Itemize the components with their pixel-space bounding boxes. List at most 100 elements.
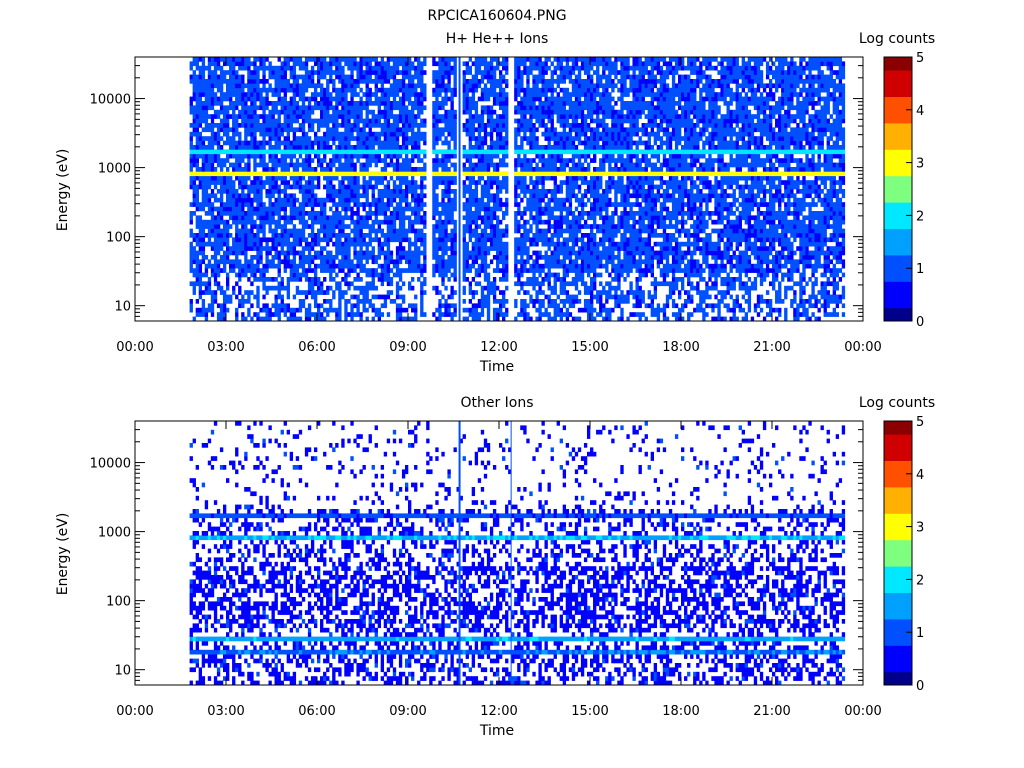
heatmap-cell xyxy=(438,290,442,295)
heatmap-cell xyxy=(705,303,709,309)
heatmap-cell xyxy=(781,299,785,304)
heatmap-cell xyxy=(232,184,236,190)
heatmap-cell xyxy=(653,250,658,256)
heatmap-cell xyxy=(320,268,324,273)
heatmap-cell xyxy=(720,180,724,185)
heatmap-cell xyxy=(329,180,333,185)
heatmap-cell xyxy=(614,255,618,260)
heatmap-cell xyxy=(756,211,761,216)
heatmap-cell xyxy=(244,237,248,243)
heatmap-cell xyxy=(553,290,557,295)
heatmap-cell xyxy=(235,215,239,221)
heatmap-cell xyxy=(702,215,706,221)
heatmap-cell xyxy=(341,193,345,199)
heatmap-cell xyxy=(480,255,485,260)
heatmap-cell xyxy=(541,241,545,247)
heatmap-cell xyxy=(605,228,609,234)
heatmap-cell xyxy=(465,241,469,247)
heatmap-cell xyxy=(835,228,840,234)
heatmap-cell xyxy=(784,255,788,260)
heatmap-cell xyxy=(580,246,585,251)
heatmap-cell xyxy=(280,228,284,234)
heatmap-cell xyxy=(395,189,400,194)
heatmap-cell xyxy=(802,228,806,234)
heatmap-cell xyxy=(414,303,418,309)
heatmap-cell xyxy=(368,237,372,243)
heatmap-cell xyxy=(741,259,745,265)
heatmap-cell xyxy=(729,211,733,216)
heatmap-cell xyxy=(705,184,709,190)
heatmap-cell xyxy=(535,277,539,282)
heatmap-cell xyxy=(462,285,466,291)
heatmap-cell xyxy=(235,263,239,269)
heatmap-cell xyxy=(274,263,278,269)
heatmap-cell xyxy=(805,312,809,317)
heatmap-cell xyxy=(222,219,227,225)
heatmap-cell xyxy=(644,263,648,269)
heatmap-cell xyxy=(377,175,381,181)
heatmap-cell xyxy=(283,189,287,194)
heatmap-cell xyxy=(687,259,691,265)
heatmap-cell xyxy=(411,277,415,282)
heatmap-cell xyxy=(235,197,239,203)
heatmap-cell xyxy=(192,250,196,256)
heatmap-cell xyxy=(705,250,709,256)
heatmap-cell xyxy=(732,224,736,229)
heatmap-cell xyxy=(599,202,603,207)
heatmap-cell xyxy=(553,228,557,234)
heatmap-cell xyxy=(638,224,642,229)
heatmap-cell xyxy=(626,246,630,251)
heatmap-cell xyxy=(762,250,767,256)
heatmap-cell xyxy=(759,277,764,282)
heatmap-cell xyxy=(353,228,357,234)
heatmap-cell xyxy=(614,211,618,216)
heatmap-cell xyxy=(244,241,248,247)
heatmap-cell xyxy=(210,303,215,309)
heatmap-cell xyxy=(271,180,275,185)
heatmap-cell xyxy=(417,193,421,199)
heatmap-cell xyxy=(562,277,567,282)
heatmap-cell xyxy=(310,215,315,221)
heatmap-cell xyxy=(756,299,761,304)
heatmap-cell xyxy=(741,233,745,238)
heatmap-cell xyxy=(729,268,733,273)
heatmap-cell xyxy=(304,189,309,194)
heatmap-cell xyxy=(547,246,551,251)
heatmap-cell xyxy=(495,189,500,194)
heatmap-cell xyxy=(201,303,206,309)
heatmap-cell xyxy=(420,193,424,199)
heatmap-cell xyxy=(335,312,339,317)
heatmap-cell xyxy=(586,215,591,221)
heatmap-cell xyxy=(784,246,788,251)
heatmap-cell xyxy=(665,193,670,199)
heatmap-cell xyxy=(326,197,330,203)
heatmap-cell xyxy=(207,277,212,282)
heatmap-cell xyxy=(213,180,218,185)
heatmap-cell xyxy=(723,206,727,212)
heatmap-cell xyxy=(778,259,782,265)
heatmap-cell xyxy=(280,241,284,247)
heatmap-cell xyxy=(435,237,439,243)
heatmap-cell xyxy=(659,211,664,216)
heatmap-cell xyxy=(541,303,545,309)
heatmap-cell xyxy=(532,184,536,190)
heatmap-cell xyxy=(247,219,251,225)
heatmap-cell xyxy=(732,237,736,243)
heatmap-cell xyxy=(711,255,715,260)
heatmap-cell xyxy=(705,294,709,300)
heatmap-cell xyxy=(793,215,797,221)
heatmap-cell xyxy=(471,193,476,199)
heatmap-cell xyxy=(420,290,424,295)
heatmap-cell xyxy=(693,211,697,216)
heatmap-cell xyxy=(395,211,400,216)
heatmap-cell xyxy=(365,197,369,203)
heatmap-cell xyxy=(711,263,715,269)
heatmap-cell xyxy=(586,303,591,309)
heatmap-cell xyxy=(447,193,451,199)
heatmap-cell xyxy=(541,312,545,317)
heatmap-cell xyxy=(523,303,527,309)
heatmap-cell xyxy=(226,189,230,194)
heatmap-cell xyxy=(538,219,542,225)
heatmap-cell xyxy=(586,259,591,265)
heatmap-cell xyxy=(684,303,688,309)
